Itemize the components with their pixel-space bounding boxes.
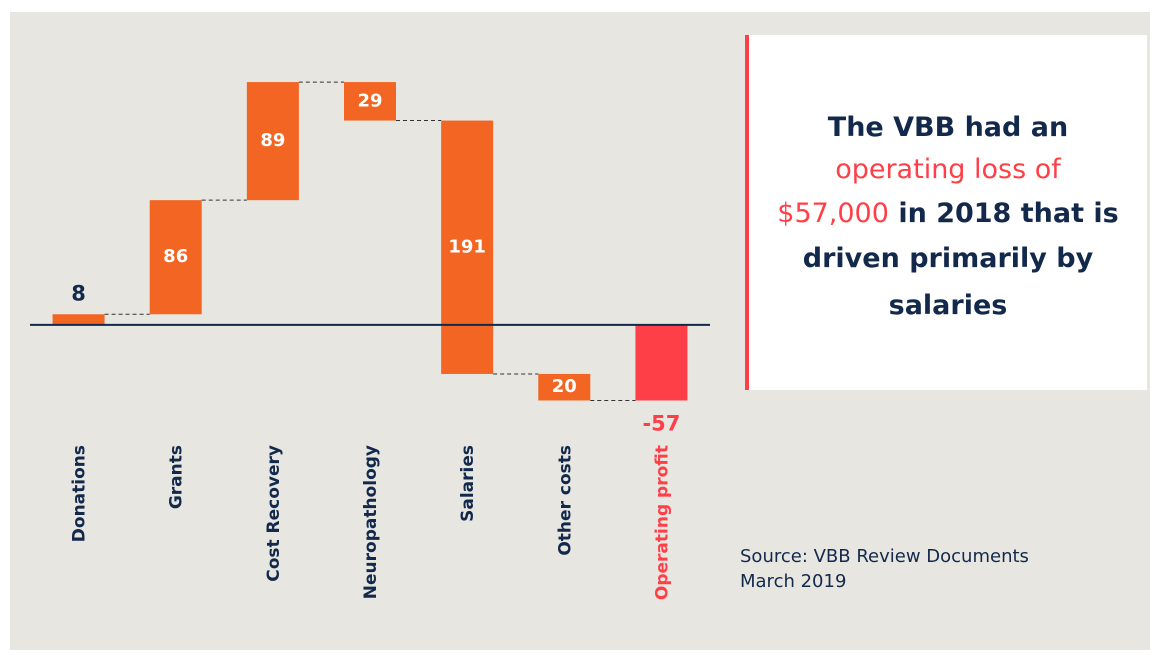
annotation-segment: driven primarily by xyxy=(803,243,1094,274)
annotation-border xyxy=(745,35,749,390)
annotation-segment: operating loss of xyxy=(835,154,1062,185)
annotation-line: salaries xyxy=(889,290,1008,321)
x-tick-label: Cost Recovery xyxy=(264,445,284,582)
value-label: -57 xyxy=(642,411,680,435)
x-tick-label: Other costs xyxy=(555,445,575,556)
bar xyxy=(52,314,105,325)
annotation-line: driven primarily by xyxy=(803,243,1094,274)
bar xyxy=(635,324,688,401)
x-tick-label: Operating profit xyxy=(652,445,672,600)
bar xyxy=(149,200,202,315)
source-text: Source: VBB Review Documents xyxy=(740,546,1029,567)
x-tick-label: Donations xyxy=(70,445,90,542)
annotation-line: The VBB had an xyxy=(828,112,1068,143)
x-tick-label: Salaries xyxy=(458,445,478,522)
annotation-panel xyxy=(745,35,1147,390)
x-tick-label: Neuropathology xyxy=(361,445,381,599)
value-label: 8 xyxy=(71,281,86,305)
source-text: March 2019 xyxy=(740,571,846,592)
x-tick-label: Grants xyxy=(167,445,187,509)
value-label: 191 xyxy=(448,236,486,257)
annotation-line: $57,000 in 2018 that is xyxy=(777,198,1118,229)
bar xyxy=(538,373,591,401)
annotation-segment: The VBB had an xyxy=(828,112,1068,143)
bar xyxy=(246,82,299,201)
value-label: 20 xyxy=(552,376,577,397)
bar xyxy=(441,120,494,374)
bar xyxy=(344,82,396,121)
annotation-segment: in 2018 that is xyxy=(889,198,1119,229)
value-label: 89 xyxy=(260,130,285,151)
value-label: 29 xyxy=(357,90,382,111)
value-label: 86 xyxy=(163,246,188,267)
annotation-segment: salaries xyxy=(889,290,1008,321)
annotation-segment: $57,000 xyxy=(777,198,889,229)
annotation-line: operating loss of xyxy=(835,154,1062,185)
